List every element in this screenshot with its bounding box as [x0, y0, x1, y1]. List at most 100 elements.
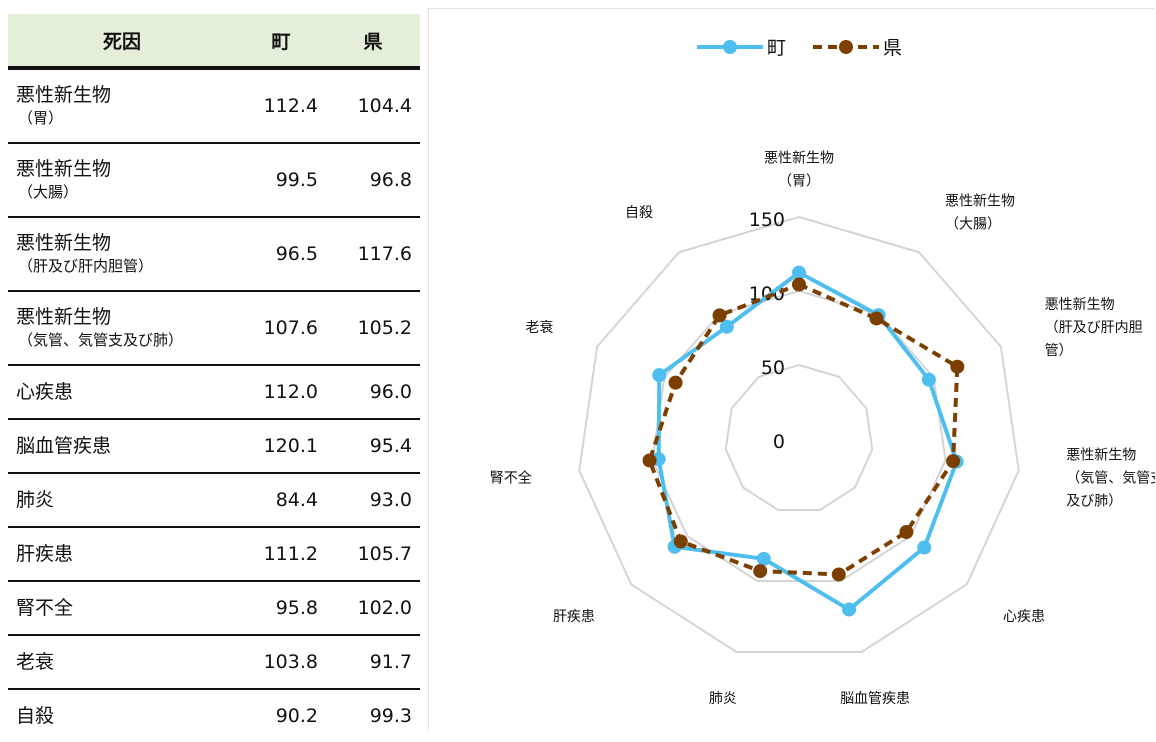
radar-chart: 050100150悪性新生物（胃）悪性新生物（大腸）悪性新生物（肝及び肝内胆管）… — [490, 37, 1155, 707]
cell-town-value: 96.5 — [236, 217, 326, 292]
series-point-town — [842, 602, 857, 617]
cell-cause: 悪性新生物 （気管、気管支及び肺） — [8, 291, 236, 366]
table-row: 悪性新生物 （肝及び肝内胆管） 96.5 117.6 — [8, 217, 420, 292]
axis-label-line: 管） — [1045, 343, 1073, 359]
table-header-row: 死因 町 県 — [8, 14, 420, 70]
axis-label-line: 及び肺） — [1066, 493, 1122, 509]
header-town: 町 — [236, 14, 326, 70]
cause-sub-label: （胃） — [18, 109, 64, 127]
table-row: 老衰 103.8 91.7 — [8, 635, 420, 690]
series-point-pref — [668, 375, 683, 390]
table-row: 悪性新生物 （大腸） 99.5 96.8 — [8, 143, 420, 218]
series-point-pref — [792, 277, 806, 292]
cause-main-label: 悪性新生物 — [16, 158, 112, 180]
cell-cause: 悪性新生物 （胃） — [8, 68, 236, 144]
radial-tick-label: 0 — [773, 431, 785, 453]
axis-label-line: 自殺 — [625, 205, 653, 221]
axis-label-line: （胃） — [778, 174, 820, 190]
axis-label-line: 肝疾患 — [553, 609, 595, 625]
series-point-pref — [753, 564, 768, 579]
cell-cause: 自殺 — [8, 689, 236, 742]
axis-label: 自殺 — [625, 205, 653, 221]
cell-pref-value: 117.6 — [326, 217, 420, 292]
axis-label-line: 悪性新生物 — [1045, 297, 1115, 313]
table-row: 心疾患 112.0 96.0 — [8, 365, 420, 420]
cause-main-label: 悪性新生物 — [16, 232, 112, 254]
series-point-pref — [950, 359, 965, 374]
table-row: 肺炎 84.4 93.0 — [8, 473, 420, 528]
series-point-pref — [946, 454, 961, 469]
cell-town-value: 103.8 — [236, 635, 326, 690]
cell-town-value: 107.6 — [236, 291, 326, 366]
cause-sub-label: （肝及び肝内胆管） — [18, 257, 154, 275]
cell-cause: 悪性新生物 （肝及び肝内胆管） — [8, 217, 236, 292]
cell-pref-value: 104.4 — [326, 68, 420, 144]
series-point-pref — [642, 453, 657, 468]
axis-label: 心疾患 — [1003, 609, 1045, 625]
series-point-town — [917, 540, 932, 555]
table-row: 悪性新生物 （気管、気管支及び肺） 107.6 105.2 — [8, 291, 420, 366]
cell-pref-value: 105.2 — [326, 291, 420, 366]
grid-ring — [578, 215, 1020, 654]
cell-cause: 肝疾患 — [8, 527, 236, 582]
cell-cause: 老衰 — [8, 635, 236, 690]
axis-label-line: 悪性新生物 — [945, 193, 1015, 209]
cell-town-value: 95.8 — [236, 581, 326, 636]
table-row: 自殺 90.2 99.3 — [8, 689, 420, 742]
axis-label-line: 肺炎 — [709, 691, 737, 707]
cause-sub-label: （気管、気管支及び肺） — [18, 331, 184, 349]
cell-cause: 脳血管疾患 — [8, 419, 236, 474]
legend-label: 町 — [767, 37, 786, 59]
cause-sub-label: （大腸） — [18, 183, 79, 201]
legend-marker-town — [723, 40, 737, 54]
cell-cause: 肺炎 — [8, 473, 236, 528]
radial-tick-label: 50 — [761, 357, 785, 379]
series-point-pref — [869, 311, 884, 326]
cell-pref-value: 105.7 — [326, 527, 420, 582]
grid-ring — [651, 289, 947, 583]
smr-table-grid: 死因 町 県 悪性新生物 （胃） 112.4 104.4 悪性新生物 （大腸） 99.5 96… — [8, 14, 420, 742]
axis-label-line: 心疾患 — [1003, 609, 1045, 625]
cell-town-value: 90.2 — [275, 705, 318, 727]
axis-label-line: 悪性新生物 — [764, 151, 834, 167]
cell-town-value: 111.2 — [236, 527, 326, 582]
series-point-town — [652, 368, 667, 383]
cell-pref-value: 96.0 — [326, 365, 420, 420]
table-body: 悪性新生物 （胃） 112.4 104.4 悪性新生物 （大腸） 99.5 96.8 悪性新生物… — [8, 68, 420, 742]
axis-label: 腎不全 — [490, 469, 532, 486]
table-row: 悪性新生物 （胃） 112.4 104.4 — [8, 68, 420, 144]
grid-ring — [724, 363, 874, 512]
axis-label: 老衰 — [525, 319, 553, 336]
series-point-pref — [831, 567, 846, 582]
axis-label: 肺炎 — [709, 691, 737, 707]
axis-label-line: 悪性新生物 — [1066, 447, 1136, 463]
cell-town-value: 84.4 — [236, 473, 326, 528]
series-point-pref — [712, 308, 727, 323]
cell-pref-value: 96.8 — [326, 143, 420, 218]
table-row: 脳血管疾患 120.1 95.4 — [8, 419, 420, 474]
table-row: 腎不全 95.8 102.0 — [8, 581, 420, 636]
cause-main-label: 肝疾患 — [16, 543, 74, 565]
cell-cause: 腎不全 — [8, 581, 236, 636]
radar-chart-panel: 0 50 100 150 悪性新生物（胃） 悪性新生物（大腸） 悪性新生物（肝及び肝内胆管）… — [428, 8, 1155, 730]
axis-label-line: （気管、気管支 — [1066, 470, 1155, 486]
series-point-town — [792, 265, 806, 280]
smr-table: 死因 町 県 悪性新生物 （胃） 112.4 104.4 悪性新生物 （大腸） 99.5 96… — [8, 14, 420, 742]
cause-main-label: 肺炎 — [16, 489, 55, 511]
axis-label-line: 老衰 — [525, 319, 553, 336]
series-point-pref — [899, 525, 914, 540]
cell-pref-value: 102.0 — [326, 581, 420, 636]
radial-tick-label: 150 — [749, 209, 785, 231]
cell-town-value: 112.4 — [236, 68, 326, 144]
cell-cause: 心疾患 — [8, 365, 236, 420]
cell-town-value: 112.0 — [236, 365, 326, 420]
series-line-pref — [647, 282, 960, 577]
table-row: 肝疾患 111.2 105.7 — [8, 527, 420, 582]
axis-label: 悪性新生物 （気管、気管支及び肺） — [1066, 447, 1155, 509]
header-cause: 死因 — [8, 14, 236, 70]
axis-label-line: 脳血管疾患 — [840, 691, 910, 707]
series-point-pref — [673, 534, 688, 549]
axis-label-line: （大腸） — [945, 216, 1001, 232]
axis-label-line: （肝及び肝内胆 — [1045, 320, 1143, 336]
cell-town-value: 99.5 — [236, 143, 326, 218]
